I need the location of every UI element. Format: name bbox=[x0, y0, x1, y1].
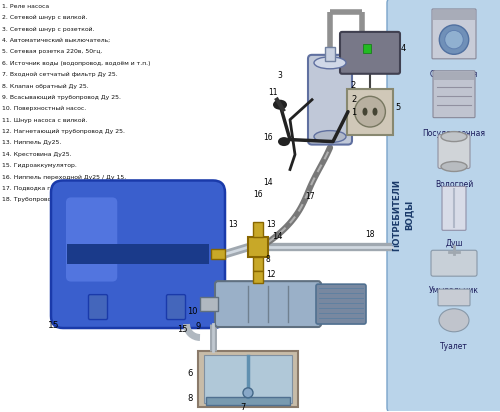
FancyBboxPatch shape bbox=[316, 284, 366, 324]
Text: 6: 6 bbox=[188, 369, 193, 378]
Bar bbox=[200, 297, 218, 311]
Circle shape bbox=[243, 388, 253, 398]
Bar bbox=[253, 222, 263, 237]
Text: 12: 12 bbox=[266, 270, 276, 279]
Text: 8: 8 bbox=[266, 255, 271, 264]
Text: 16: 16 bbox=[253, 190, 262, 199]
Bar bbox=[253, 271, 263, 283]
Bar bbox=[253, 257, 263, 271]
Text: 2. Сетевой шнур с вилкой.: 2. Сетевой шнур с вилкой. bbox=[2, 15, 87, 21]
Bar bbox=[206, 397, 290, 405]
Ellipse shape bbox=[278, 137, 290, 146]
Text: 10: 10 bbox=[188, 307, 198, 316]
Circle shape bbox=[354, 96, 386, 127]
Bar bbox=[248, 237, 268, 257]
Ellipse shape bbox=[372, 108, 378, 116]
Text: 16. Ниппель переходной Ду25 / Ду 15.: 16. Ниппель переходной Ду25 / Ду 15. bbox=[2, 174, 126, 180]
Text: 2: 2 bbox=[351, 95, 356, 104]
Text: 4: 4 bbox=[401, 44, 406, 53]
Bar bbox=[67, 244, 209, 264]
FancyBboxPatch shape bbox=[340, 32, 400, 74]
Text: 5: 5 bbox=[395, 103, 400, 112]
Text: 9: 9 bbox=[196, 322, 201, 331]
FancyBboxPatch shape bbox=[347, 89, 393, 135]
Text: 17. Подводка гибкая Ду 15.: 17. Подводка гибкая Ду 15. bbox=[2, 186, 92, 191]
Text: 13: 13 bbox=[266, 220, 276, 229]
Text: 5. Сетевая розетка 220в, 50гц.: 5. Сетевая розетка 220в, 50гц. bbox=[2, 49, 102, 54]
Ellipse shape bbox=[441, 131, 467, 142]
Circle shape bbox=[440, 25, 468, 54]
Text: 15: 15 bbox=[48, 321, 59, 330]
Text: 1. Реле насоса: 1. Реле насоса bbox=[2, 4, 49, 9]
Text: 14. Крестовина Ду25.: 14. Крестовина Ду25. bbox=[2, 152, 71, 157]
Text: 18. Трубопровод к потребителям воды.: 18. Трубопровод к потребителям воды. bbox=[2, 197, 130, 202]
Text: Посудомоечная
машина: Посудомоечная машина bbox=[422, 129, 486, 148]
Bar bbox=[198, 351, 298, 407]
FancyBboxPatch shape bbox=[438, 135, 470, 169]
Bar bbox=[204, 355, 292, 403]
FancyBboxPatch shape bbox=[215, 281, 321, 327]
Text: 7: 7 bbox=[240, 403, 246, 412]
Text: 15: 15 bbox=[178, 325, 188, 334]
Bar bbox=[434, 72, 474, 80]
Ellipse shape bbox=[439, 309, 469, 332]
Bar bbox=[433, 10, 475, 19]
Ellipse shape bbox=[362, 108, 368, 116]
FancyBboxPatch shape bbox=[431, 250, 477, 276]
Text: Душ: Душ bbox=[446, 239, 463, 248]
FancyBboxPatch shape bbox=[433, 71, 475, 118]
FancyBboxPatch shape bbox=[88, 295, 108, 320]
Bar bbox=[211, 249, 225, 259]
Text: 8: 8 bbox=[188, 394, 193, 403]
FancyBboxPatch shape bbox=[66, 197, 117, 281]
Text: 4. Автоматический выключатель;: 4. Автоматический выключатель; bbox=[2, 38, 110, 43]
Text: 12. Нагнетающий трубопровод Ду 25.: 12. Нагнетающий трубопровод Ду 25. bbox=[2, 129, 125, 134]
Text: 14: 14 bbox=[272, 232, 282, 241]
Ellipse shape bbox=[273, 100, 287, 110]
Text: 9. Всасывающий трубопровод Ду 25.: 9. Всасывающий трубопровод Ду 25. bbox=[2, 95, 121, 100]
Text: 11. Шнур насоса с вилкой.: 11. Шнур насоса с вилкой. bbox=[2, 118, 87, 123]
Text: 18: 18 bbox=[365, 230, 374, 239]
Text: Стиральная
машина: Стиральная машина bbox=[430, 70, 478, 89]
Text: 3. Сетевой шнур с розеткой.: 3. Сетевой шнур с розеткой. bbox=[2, 27, 94, 32]
Text: 13. Ниппель Ду25.: 13. Ниппель Ду25. bbox=[2, 140, 62, 145]
Text: 7. Входной сетчатый фильтр Ду 25.: 7. Входной сетчатый фильтр Ду 25. bbox=[2, 72, 118, 77]
Text: 10. Поверхностный насос.: 10. Поверхностный насос. bbox=[2, 106, 86, 111]
Text: 14: 14 bbox=[263, 178, 272, 187]
Text: 1: 1 bbox=[351, 108, 356, 117]
Text: ПОТРЕБИТЕЛИ
ВОДЫ: ПОТРЕБИТЕЛИ ВОДЫ bbox=[392, 179, 413, 251]
Text: 16: 16 bbox=[263, 133, 272, 142]
Ellipse shape bbox=[441, 162, 467, 171]
Text: Туалет: Туалет bbox=[440, 342, 468, 351]
Text: 8. Клапан обратный Ду 25.: 8. Клапан обратный Ду 25. bbox=[2, 84, 89, 89]
Text: 6. Источник воды (водопровод, водоём и т.п.): 6. Источник воды (водопровод, водоём и т… bbox=[2, 61, 150, 66]
FancyBboxPatch shape bbox=[442, 187, 466, 230]
Bar bbox=[363, 44, 371, 53]
FancyBboxPatch shape bbox=[308, 55, 352, 145]
Text: Водогрей: Водогрей bbox=[435, 180, 473, 190]
Text: 13: 13 bbox=[228, 220, 237, 229]
FancyBboxPatch shape bbox=[438, 289, 470, 306]
Text: 2: 2 bbox=[350, 81, 355, 90]
Text: Умывальник: Умывальник bbox=[429, 286, 479, 295]
Text: 15. Гидроаккумулятор.: 15. Гидроаккумулятор. bbox=[2, 163, 77, 168]
FancyBboxPatch shape bbox=[387, 0, 500, 412]
Circle shape bbox=[445, 30, 463, 49]
FancyBboxPatch shape bbox=[432, 9, 476, 59]
Ellipse shape bbox=[314, 131, 346, 143]
Ellipse shape bbox=[314, 57, 346, 69]
Bar bbox=[325, 47, 335, 61]
Text: 17: 17 bbox=[305, 192, 314, 201]
Text: 11: 11 bbox=[268, 88, 278, 97]
FancyBboxPatch shape bbox=[166, 295, 186, 320]
Text: 3: 3 bbox=[277, 71, 282, 80]
FancyBboxPatch shape bbox=[51, 180, 225, 328]
